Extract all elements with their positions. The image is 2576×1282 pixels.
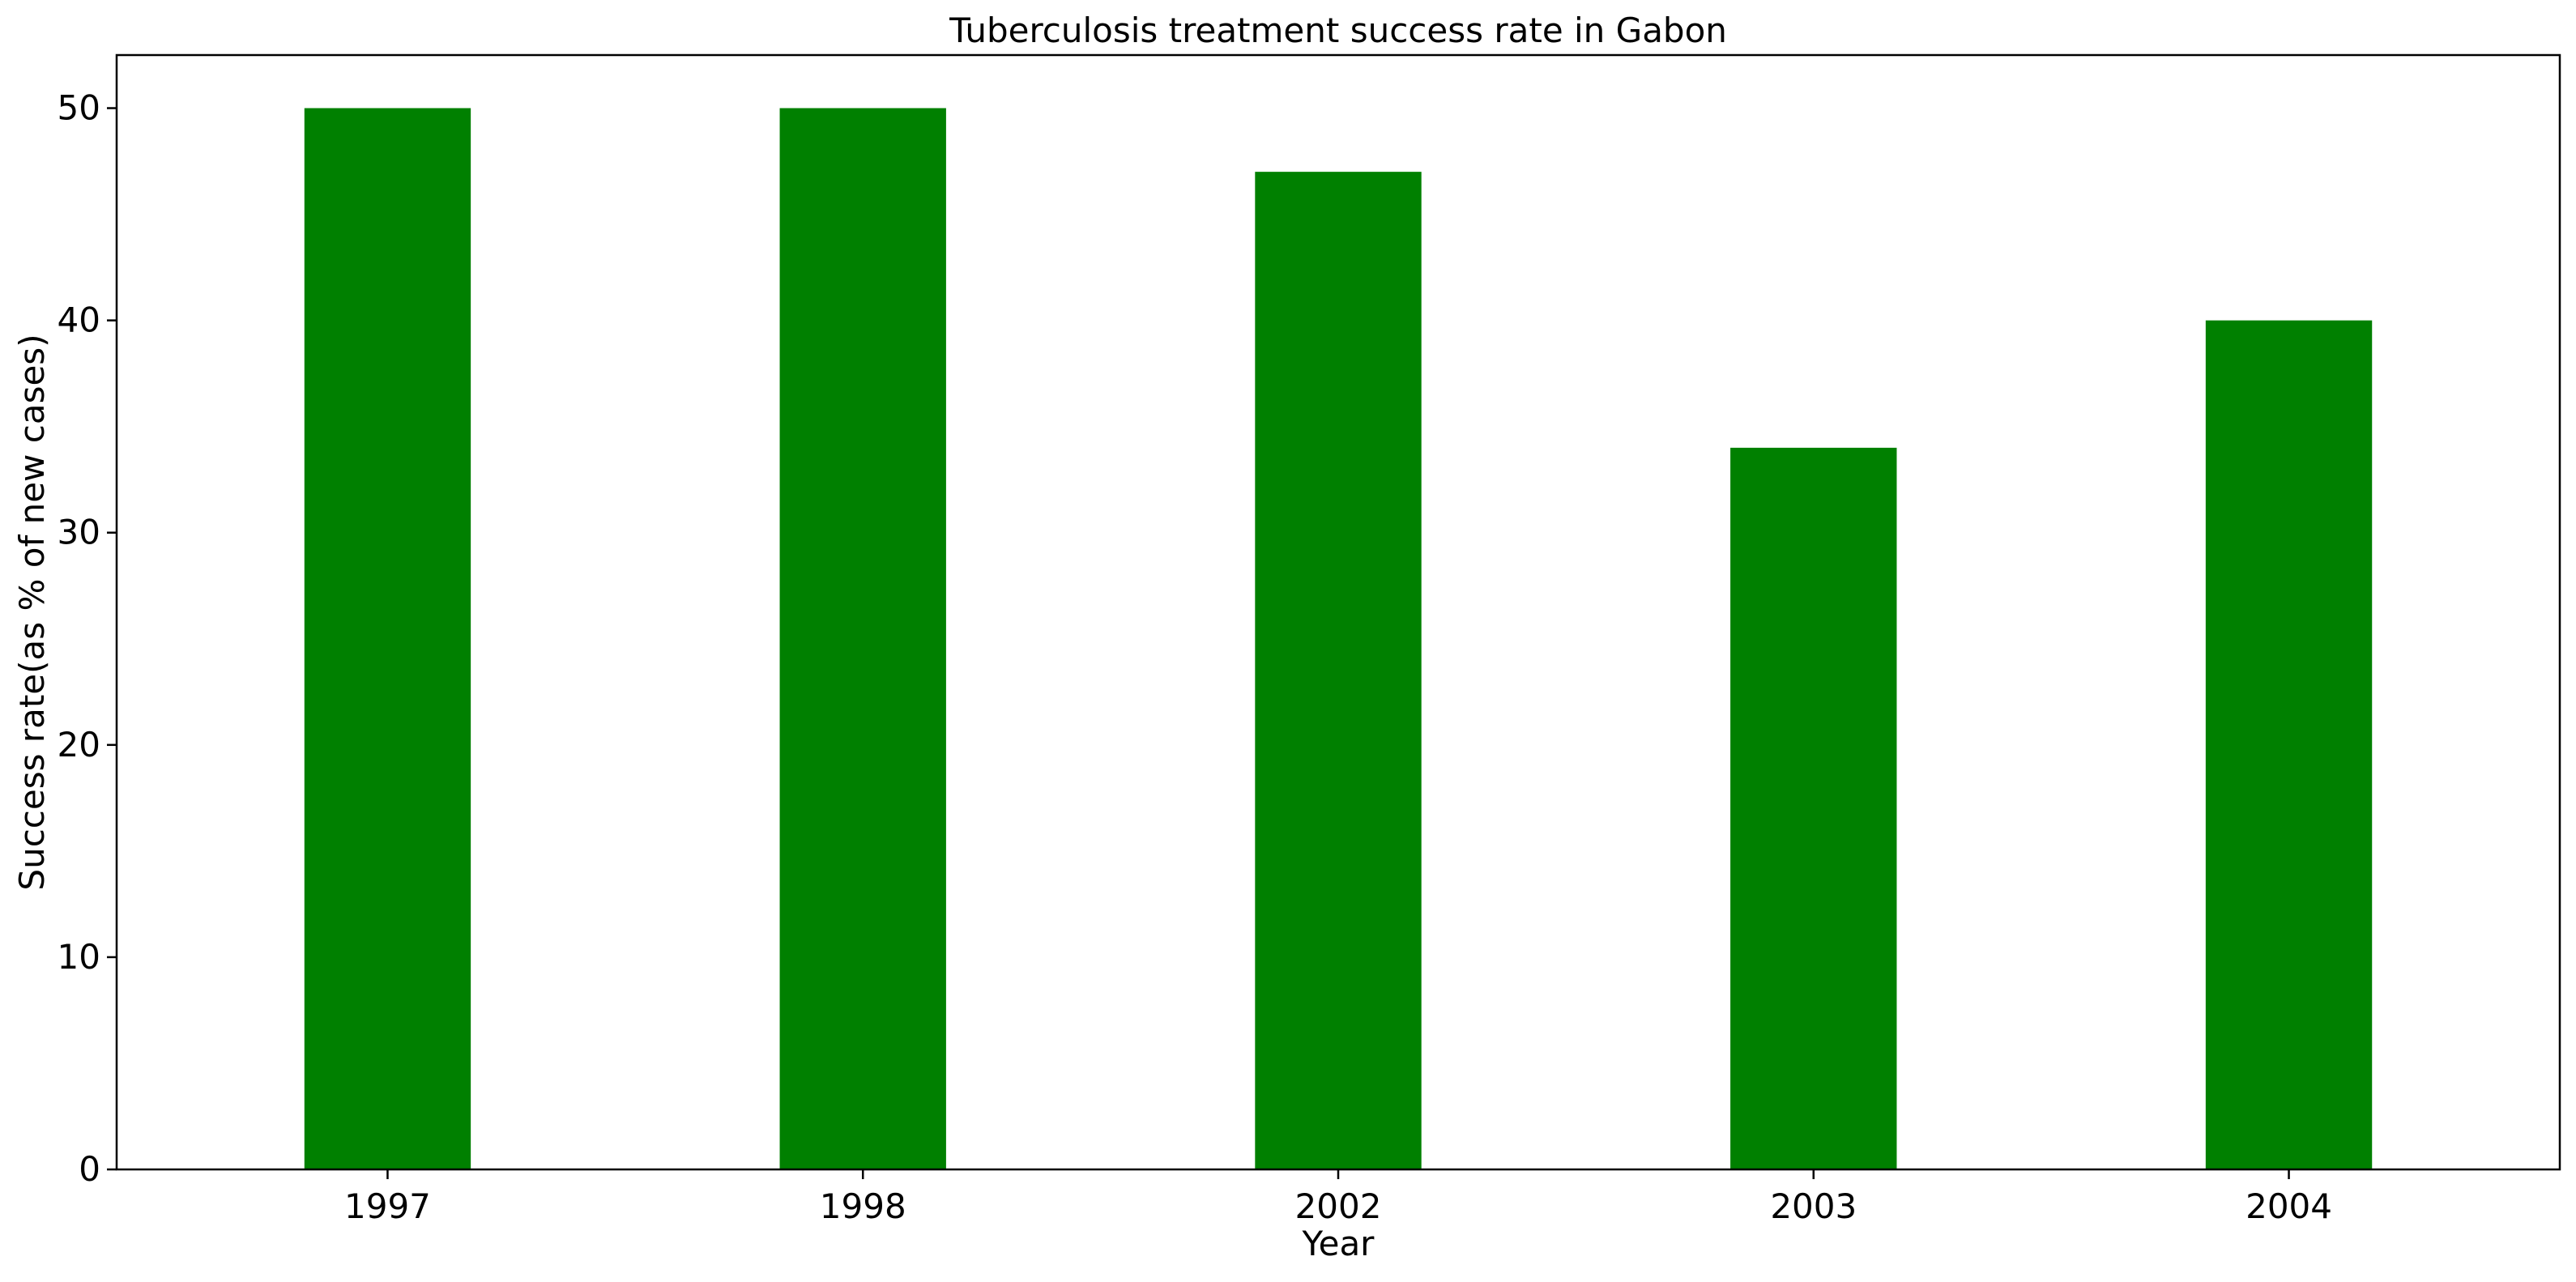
y-tick-label: 30 bbox=[58, 513, 100, 552]
y-axis: 0 10 20 30 40 50 bbox=[58, 88, 117, 1189]
x-axis: 1997 1998 2002 2003 2004 bbox=[344, 1169, 2332, 1226]
y-tick-label: 20 bbox=[58, 725, 100, 765]
y-tick-label: 50 bbox=[58, 88, 100, 128]
bars-layer bbox=[304, 108, 2373, 1170]
y-tick-label: 0 bbox=[79, 1149, 100, 1189]
x-tick-label: 2003 bbox=[1770, 1186, 1857, 1226]
y-tick-label: 40 bbox=[58, 300, 100, 340]
bar-2004 bbox=[2205, 320, 2373, 1170]
bar-2003 bbox=[1730, 447, 1897, 1169]
x-tick-label: 1998 bbox=[820, 1186, 906, 1226]
y-axis-label: Success rate(as % of new cases) bbox=[12, 334, 52, 890]
x-tick-label: 1997 bbox=[344, 1186, 431, 1226]
x-tick-label: 2002 bbox=[1295, 1186, 1382, 1226]
bar-1997 bbox=[304, 108, 471, 1169]
x-axis-label: Year bbox=[1302, 1224, 1375, 1263]
chart-title: Tuberculosis treatment success rate in G… bbox=[949, 11, 1727, 50]
x-tick-label: 2004 bbox=[2245, 1186, 2332, 1226]
bar-2002 bbox=[1255, 172, 1422, 1170]
bar-1998 bbox=[779, 108, 946, 1169]
y-tick-label: 10 bbox=[58, 937, 100, 977]
